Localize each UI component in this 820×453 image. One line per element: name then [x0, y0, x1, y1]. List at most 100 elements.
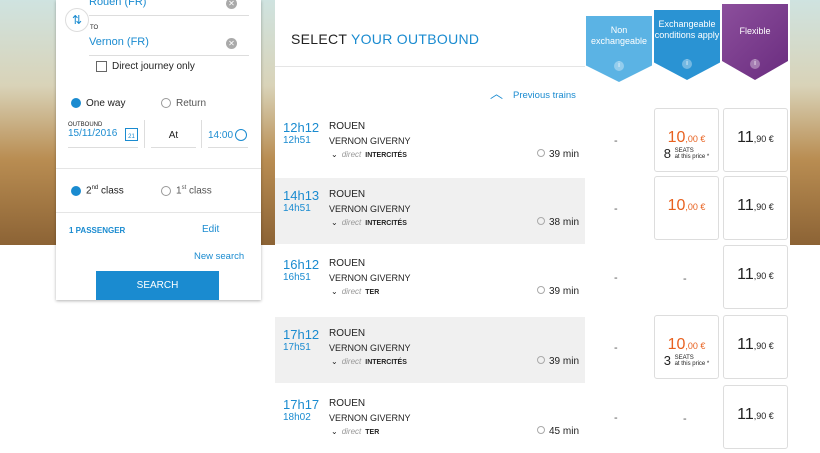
calendar-icon[interactable]: 21 — [125, 128, 138, 141]
one-way-radio[interactable]: One way — [71, 98, 125, 109]
edit-link[interactable]: Edit — [202, 224, 220, 235]
price-flexible[interactable]: 11,90 € — [723, 385, 788, 449]
direct-label: direct — [341, 287, 362, 296]
price-exchangeable[interactable]: 10,00 €3 SEATS at this price * — [654, 315, 719, 379]
chevron-down-icon[interactable]: ⌄ — [331, 150, 338, 159]
previous-trains-link[interactable]: ︿ Previous trains — [490, 86, 576, 101]
duration: 39 min — [537, 286, 579, 297]
chevron-down-icon[interactable]: ⌄ — [331, 287, 338, 296]
chevron-down-icon[interactable]: ⌄ — [331, 427, 338, 436]
train-type: INTERCITÉS — [365, 220, 407, 227]
info-icon[interactable]: i — [750, 59, 760, 69]
destination-station: VERNON GIVERNY — [329, 413, 411, 423]
results-panel: SELECT YOUR OUTBOUND Non exchangeable i E… — [275, 0, 790, 451]
clock-icon — [537, 286, 545, 294]
origin-value: Rouen (FR) — [89, 0, 147, 8]
origin-station: ROUEN — [329, 189, 366, 200]
info-icon[interactable]: i — [682, 59, 692, 69]
search-panel: Rouen (FR) ✕ ⇅ TO Vernon (FR) ✕ Direct jou… — [56, 0, 261, 300]
train-type: INTERCITÉS — [365, 152, 407, 159]
at-label: At — [151, 130, 196, 148]
destination-value: Vernon (FR) — [89, 36, 149, 48]
duration: 45 min — [537, 426, 579, 437]
direct-label: direct — [341, 357, 362, 366]
first-class-radio[interactable]: 1st class — [161, 185, 212, 196]
chevron-up-icon: ︿ — [490, 86, 504, 101]
duration: 38 min — [537, 217, 579, 228]
date-value: 15/11/2016 — [68, 128, 118, 139]
clear-destination-icon[interactable]: ✕ — [226, 38, 237, 49]
price-non-exchangeable: - — [614, 203, 618, 215]
radio-on-icon — [71, 98, 81, 109]
chevron-down-icon[interactable]: ⌄ — [331, 218, 338, 227]
price-exchangeable[interactable]: 10,00 €8 SEATS at this price * — [654, 108, 719, 172]
arrival-time: 18h02 — [283, 412, 311, 423]
fare-label: Exchangeable conditions apply — [654, 19, 720, 40]
direct-label: direct — [341, 150, 362, 159]
origin-field[interactable]: Rouen (FR) ✕ — [89, 0, 249, 16]
new-search-link[interactable]: New search — [194, 251, 245, 262]
price-flexible[interactable]: 11,90 € — [723, 176, 788, 240]
chevron-down-icon[interactable]: ⌄ — [331, 357, 338, 366]
direct-label: direct — [341, 427, 362, 436]
time-field[interactable]: 14:00 — [208, 129, 248, 148]
info-icon[interactable]: i — [614, 61, 624, 71]
return-radio[interactable]: Return — [161, 98, 206, 109]
destination-station: VERNON GIVERNY — [329, 273, 411, 283]
class2-suffix: class — [98, 185, 124, 197]
time-value: 14:00 — [208, 130, 234, 141]
train-row[interactable]: 17h17 18h02 ROUEN VERNON GIVERNY ⌄ direct… — [275, 387, 585, 453]
second-class-radio[interactable]: 2nd class — [71, 185, 124, 196]
radio-off-icon — [161, 98, 171, 109]
class1-label: 1 — [176, 185, 182, 197]
destination-field[interactable]: Vernon (FR) ✕ — [89, 36, 249, 56]
price-non-exchangeable: - — [614, 412, 618, 424]
radio-off-icon — [161, 185, 171, 196]
price-unavailable: - — [683, 413, 687, 425]
train-row[interactable]: 12h12 12h51 ROUEN VERNON GIVERNY ⌄ direct… — [275, 110, 585, 176]
class2-label: 2 — [86, 185, 92, 197]
clear-origin-icon[interactable]: ✕ — [226, 0, 237, 9]
clock-icon — [537, 356, 545, 364]
destination-station: VERNON GIVERNY — [329, 136, 411, 146]
departure-time: 17h17 — [283, 397, 320, 412]
search-button[interactable]: SEARCH — [96, 271, 219, 300]
origin-station: ROUEN — [329, 398, 366, 409]
train-row[interactable]: 16h12 16h51 ROUEN VERNON GIVERNY ⌄ direct… — [275, 247, 585, 313]
origin-station: ROUEN — [329, 328, 366, 339]
duration: 39 min — [537, 149, 579, 160]
departure-time: 14h13 — [283, 188, 320, 203]
price-flexible[interactable]: 11,90 € — [723, 245, 788, 309]
fare-label: Flexible — [739, 26, 771, 36]
train-row[interactable]: 17h12 17h51 ROUEN VERNON GIVERNY ⌄ direct… — [275, 317, 585, 383]
destination-station: VERNON GIVERNY — [329, 204, 411, 214]
page-title: SELECT YOUR OUTBOUND — [291, 31, 480, 47]
price-flexible[interactable]: 11,90 € — [723, 108, 788, 172]
seats-left: 8 SEATS at this price * — [663, 146, 710, 161]
train-row[interactable]: 14h13 14h51 ROUEN VERNON GIVERNY ⌄ direct… — [275, 178, 585, 244]
return-label: Return — [176, 98, 207, 109]
arrival-time: 16h51 — [283, 272, 311, 283]
clock-icon — [537, 426, 545, 434]
swap-icon[interactable]: ⇅ — [65, 8, 89, 32]
direct-only-label: Direct journey only — [112, 61, 195, 73]
price-exchangeable[interactable]: 10,00 € — [654, 176, 719, 240]
price-non-exchangeable: - — [614, 342, 618, 354]
direct-only-checkbox[interactable]: Direct journey only — [96, 61, 195, 72]
fare-flexible[interactable]: Flexible i — [722, 4, 788, 80]
price-non-exchangeable: - — [614, 135, 618, 147]
train-type: TER — [365, 429, 380, 436]
class1-suffix: class — [186, 185, 212, 197]
arrival-time: 14h51 — [283, 203, 311, 214]
fare-non-exchangeable[interactable]: Non exchangeable i — [586, 16, 652, 82]
arrival-time: 12h51 — [283, 135, 311, 146]
fare-exchangeable[interactable]: Exchangeable conditions apply i — [654, 10, 720, 80]
outbound-label: OUTBOUND — [68, 122, 103, 128]
price-flexible[interactable]: 11,90 € — [723, 315, 788, 379]
train-type: INTERCITÉS — [365, 359, 407, 366]
clock-icon — [235, 129, 247, 141]
origin-station: ROUEN — [329, 258, 366, 269]
departure-time: 12h12 — [283, 120, 320, 135]
checkbox-icon — [96, 61, 107, 72]
date-field[interactable]: OUTBOUND 15/11/2016 21 — [68, 122, 138, 148]
